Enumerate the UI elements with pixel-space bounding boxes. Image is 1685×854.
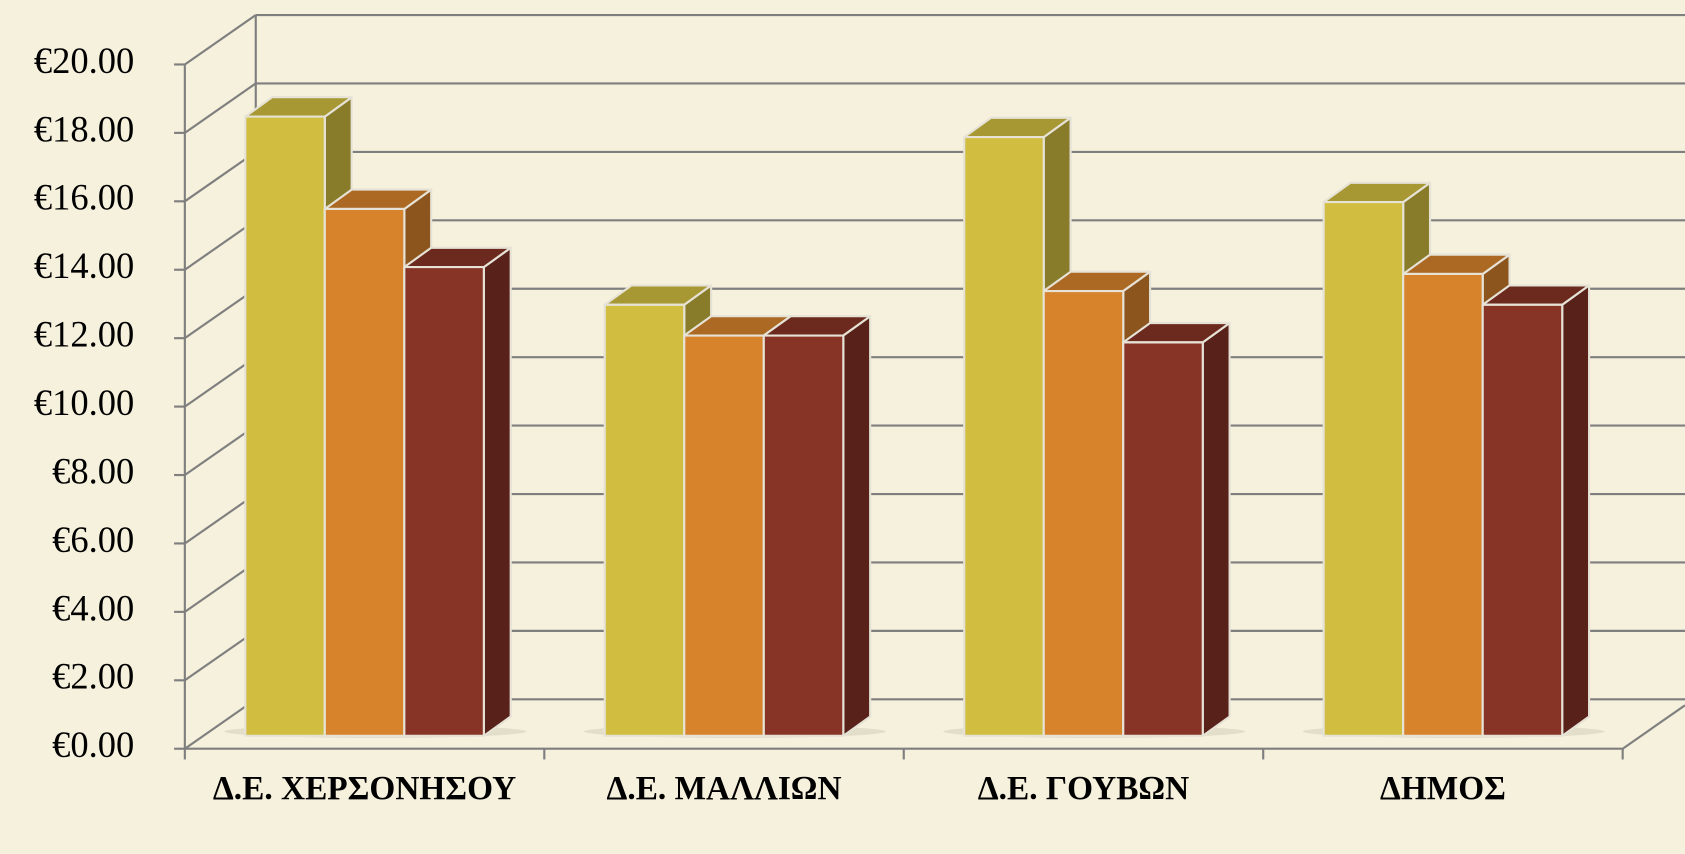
- bar-side: [1201, 321, 1231, 737]
- bar-side: [1561, 284, 1591, 737]
- y-tick-label: €16.00: [34, 177, 134, 218]
- x-label-box: Δ.Ε. ΓΟΥΒΩΝ: [977, 771, 1190, 807]
- y-tick-label: €8.00: [52, 450, 134, 491]
- y-tick-label: €12.00: [34, 314, 134, 355]
- y-tick-label: €2.00: [52, 656, 134, 697]
- grid-line-side: [184, 219, 257, 271]
- grid-line-side: [184, 561, 257, 613]
- y-tick-label: €18.00: [34, 108, 134, 149]
- y-tick-label: €4.00: [52, 587, 134, 628]
- y-tick-label: €6.00: [52, 519, 134, 560]
- grid-line-side: [184, 82, 257, 134]
- x-label-box: Δ.Ε. ΜΑΛΛΙΩΝ: [606, 771, 842, 807]
- bar: [762, 334, 845, 737]
- bar: [1042, 289, 1125, 737]
- y-tick-label: €0.00: [52, 724, 134, 765]
- grid-line-side: [184, 630, 257, 682]
- bar: [683, 334, 765, 737]
- bar-side: [842, 315, 872, 737]
- grid-line-side: [184, 287, 257, 340]
- bar: [963, 136, 1045, 737]
- bar-side: [482, 246, 512, 737]
- grid-line-side: [184, 493, 257, 545]
- grid-line-side: [184, 151, 257, 203]
- x-tick-label: Δ.Ε. ΧΕΡΣΟΝΗΣΟΥ: [212, 771, 517, 807]
- bar: [403, 266, 485, 737]
- bar: [1481, 303, 1564, 737]
- y-tick-label: €20.00: [34, 40, 134, 81]
- bar: [1122, 341, 1204, 737]
- bar: [603, 303, 686, 737]
- x-tick-label: Δ.Ε. ΓΟΥΒΩΝ: [977, 771, 1190, 807]
- bar: [323, 207, 406, 737]
- x-label-box: ΔΗΜΟΣ: [1379, 771, 1506, 807]
- grid-line-side: [184, 356, 257, 408]
- x-label-box: Δ.Ε. ΧΕΡΣΟΝΗΣΟΥ: [212, 771, 517, 807]
- y-tick-label: €10.00: [34, 382, 134, 423]
- y-tick-label: €14.00: [34, 245, 134, 286]
- grid-line-side: [184, 424, 257, 476]
- bar: [1402, 272, 1484, 737]
- floor-right: [1622, 704, 1685, 750]
- x-tick-label: Δ.Ε. ΜΑΛΛΙΩΝ: [606, 771, 842, 807]
- grid-line-side: [184, 698, 257, 750]
- bar: [1322, 201, 1405, 737]
- x-tick-label: ΔΗΜΟΣ: [1379, 771, 1506, 807]
- bar: [244, 115, 326, 737]
- grid-line-side: [184, 14, 257, 66]
